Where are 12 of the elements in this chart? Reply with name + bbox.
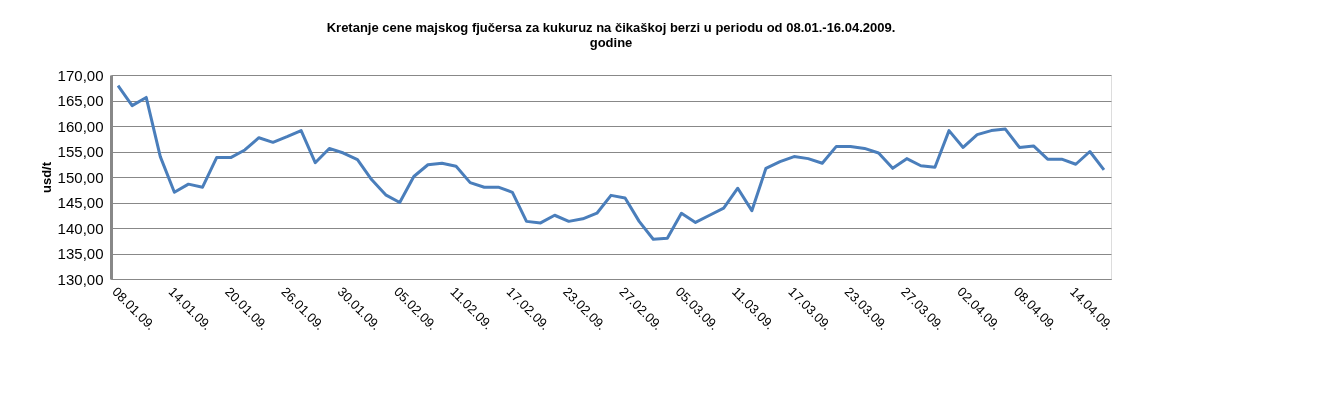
chart-title: Kretanje cene majskog fjučersa za kukuruz na čikaškoj berzi u periodu od 08.01.-16.04.2009. godine bbox=[326, 20, 896, 50]
y-tick-label: 135,00 bbox=[57, 245, 104, 262]
y-tick-label: 160,00 bbox=[57, 117, 104, 135]
y-tick-label: 155,00 bbox=[57, 143, 104, 160]
y-tick-label: 130,00 bbox=[57, 270, 104, 288]
y-axis-title: usd/t bbox=[38, 161, 54, 194]
y-tick-label: 165,00 bbox=[57, 92, 104, 109]
y-tick-label: 150,00 bbox=[57, 168, 104, 186]
y-tick-label: 170,00 bbox=[57, 66, 104, 84]
y-tick-label: 140,00 bbox=[57, 219, 104, 237]
y-tick-label: 145,00 bbox=[57, 194, 104, 211]
line-series bbox=[116, 84, 1106, 241]
